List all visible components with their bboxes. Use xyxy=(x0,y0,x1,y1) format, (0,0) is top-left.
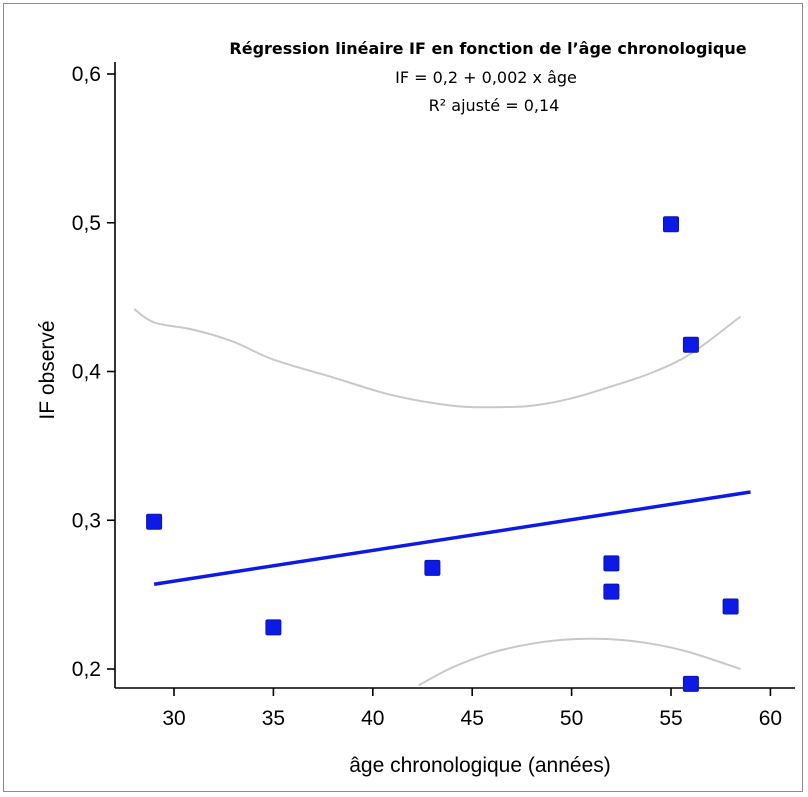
x-tick-label: 55 xyxy=(659,707,682,730)
data-point xyxy=(265,619,282,636)
chart-title: Régression linéaire IF en fonction de l’… xyxy=(229,39,746,58)
confidence-bands xyxy=(133,308,742,687)
data-point xyxy=(603,583,620,600)
regression-line-group xyxy=(153,490,751,586)
y-tick-label: 0,2 xyxy=(72,658,101,681)
confidence-lower-curve xyxy=(418,637,741,687)
x-tick-label: 50 xyxy=(560,707,583,730)
y-tick-label: 0,4 xyxy=(72,361,102,384)
x-tick-label: 35 xyxy=(262,707,285,730)
data-point xyxy=(424,559,441,576)
data-point xyxy=(722,598,739,615)
x-tick-label: 60 xyxy=(759,707,782,730)
regression-line xyxy=(153,490,751,586)
x-tick-label: 40 xyxy=(361,707,384,730)
r-squared-label: R² ajusté = 0,14 xyxy=(429,96,560,115)
x-axis-title: âge chronologique (années) xyxy=(349,754,611,777)
data-point xyxy=(146,513,163,530)
data-point xyxy=(682,675,699,692)
y-tick-label: 0,3 xyxy=(72,509,101,532)
confidence-upper-curve xyxy=(133,308,742,409)
regression-equation: IF = 0,2 + 0,002 x âge xyxy=(395,68,577,87)
x-tick-label: 30 xyxy=(162,707,185,730)
x-tick-label: 45 xyxy=(461,707,484,730)
data-point xyxy=(682,336,699,353)
data-points xyxy=(146,216,739,692)
y-tick-label: 0,6 xyxy=(72,63,101,86)
y-tick-label: 0,5 xyxy=(72,212,101,235)
data-point xyxy=(603,555,620,572)
data-point xyxy=(663,216,679,233)
axes: 30 35 40 45 50 55 60 0,2 0,3 0,4 0,5 0,6 xyxy=(72,62,795,730)
y-axis-title: IF observé xyxy=(36,320,59,419)
